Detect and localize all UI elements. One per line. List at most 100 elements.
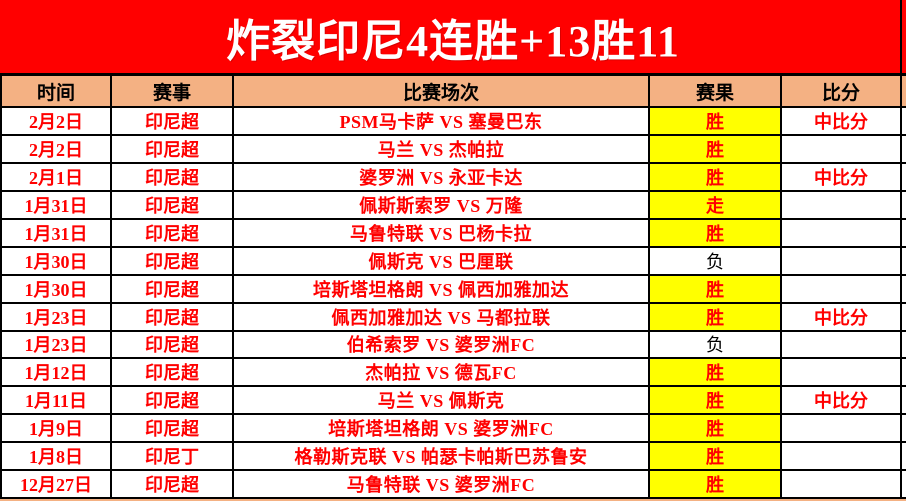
match-cell: 培斯塔坦格朗 VS 佩西加雅加达 bbox=[234, 275, 650, 304]
col-header-league: 赛事 bbox=[112, 76, 234, 108]
result-cell: 胜 bbox=[650, 443, 782, 472]
banner-right-border bbox=[900, 0, 902, 73]
result-cell: 胜 bbox=[650, 163, 782, 192]
row-filler bbox=[902, 359, 906, 388]
banner-title: 炸裂印尼4连胜+13胜11 bbox=[226, 16, 680, 66]
result-cell: 胜 bbox=[650, 135, 782, 164]
score-cell bbox=[782, 359, 902, 388]
date-cell: 1月31日 bbox=[2, 191, 112, 220]
score-cell: 中比分 bbox=[782, 303, 902, 332]
row-filler bbox=[902, 163, 906, 192]
row-filler bbox=[902, 191, 906, 220]
score-cell bbox=[782, 135, 902, 164]
table-row: 2月2日 印尼超 PSM马卡萨 VS 塞曼巴东 胜 中比分 bbox=[0, 108, 906, 136]
match-cell: 马鲁特联 VS 婆罗洲FC bbox=[234, 471, 650, 500]
col-header-time: 时间 bbox=[2, 76, 112, 108]
match-cell: PSM马卡萨 VS 塞曼巴东 bbox=[234, 108, 650, 136]
table-row: 2月2日 印尼超 马兰 VS 杰帕拉 胜 bbox=[0, 135, 906, 164]
table-header-row: 时间 赛事 比赛场次 赛果 比分 bbox=[0, 76, 906, 108]
table-row: 1月12日 印尼超 杰帕拉 VS 德瓦FC 胜 bbox=[0, 359, 906, 388]
league-cell: 印尼超 bbox=[112, 387, 234, 416]
date-cell: 2月2日 bbox=[2, 108, 112, 136]
header-filler bbox=[902, 76, 906, 108]
match-cell: 伯希索罗 VS 婆罗洲FC bbox=[234, 331, 650, 360]
score-cell bbox=[782, 331, 902, 360]
row-filler bbox=[902, 135, 906, 164]
date-cell: 1月12日 bbox=[2, 359, 112, 388]
match-cell: 马鲁特联 VS 巴杨卡拉 bbox=[234, 219, 650, 248]
result-cell: 胜 bbox=[650, 219, 782, 248]
table-row: 1月31日 印尼超 马鲁特联 VS 巴杨卡拉 胜 bbox=[0, 219, 906, 248]
row-filler bbox=[902, 219, 906, 248]
table-row: 12月27日 印尼超 马鲁特联 VS 婆罗洲FC 胜 bbox=[0, 471, 906, 500]
table-row: 1月11日 印尼超 马兰 VS 佩斯克 胜 中比分 bbox=[0, 387, 906, 416]
score-cell bbox=[782, 247, 902, 276]
league-cell: 印尼超 bbox=[112, 331, 234, 360]
row-filler bbox=[902, 387, 906, 416]
banner: 炸裂印尼4连胜+13胜11 bbox=[0, 0, 906, 76]
league-cell: 印尼超 bbox=[112, 359, 234, 388]
score-cell: 中比分 bbox=[782, 163, 902, 192]
match-cell: 格勒斯克联 VS 帕瑟卡帕斯巴苏鲁安 bbox=[234, 443, 650, 472]
league-cell: 印尼超 bbox=[112, 303, 234, 332]
result-cell: 走 bbox=[650, 191, 782, 220]
league-cell: 印尼超 bbox=[112, 275, 234, 304]
score-cell bbox=[782, 191, 902, 220]
date-cell: 1月11日 bbox=[2, 387, 112, 416]
row-filler bbox=[902, 275, 906, 304]
table-row: 1月31日 印尼超 佩斯斯索罗 VS 万隆 走 bbox=[0, 191, 906, 220]
date-cell: 1月31日 bbox=[2, 219, 112, 248]
result-cell: 胜 bbox=[650, 275, 782, 304]
col-header-match: 比赛场次 bbox=[234, 76, 650, 108]
row-filler bbox=[902, 108, 906, 136]
match-cell: 佩斯斯索罗 VS 万隆 bbox=[234, 191, 650, 220]
result-cell: 胜 bbox=[650, 471, 782, 500]
match-cell: 佩斯克 VS 巴厘联 bbox=[234, 247, 650, 276]
result-cell: 胜 bbox=[650, 303, 782, 332]
result-cell: 胜 bbox=[650, 387, 782, 416]
table-row: 1月30日 印尼超 佩斯克 VS 巴厘联 负 bbox=[0, 247, 906, 276]
result-cell: 胜 bbox=[650, 359, 782, 388]
table-row: 1月23日 印尼超 佩西加雅加达 VS 马都拉联 胜 中比分 bbox=[0, 303, 906, 332]
table-row: 1月30日 印尼超 培斯塔坦格朗 VS 佩西加雅加达 胜 bbox=[0, 275, 906, 304]
league-cell: 印尼超 bbox=[112, 108, 234, 136]
table-row: 1月9日 印尼超 培斯塔坦格朗 VS 婆罗洲FC 胜 bbox=[0, 415, 906, 444]
row-filler bbox=[902, 247, 906, 276]
result-cell: 胜 bbox=[650, 108, 782, 136]
league-cell: 印尼超 bbox=[112, 415, 234, 444]
date-cell: 1月30日 bbox=[2, 275, 112, 304]
result-cell: 胜 bbox=[650, 415, 782, 444]
date-cell: 1月9日 bbox=[2, 415, 112, 444]
league-cell: 印尼超 bbox=[112, 219, 234, 248]
league-cell: 印尼超 bbox=[112, 247, 234, 276]
date-cell: 1月30日 bbox=[2, 247, 112, 276]
result-cell: 负 bbox=[650, 247, 782, 276]
results-table: 时间 赛事 比赛场次 赛果 比分 2月2日 印尼超 PSM马卡萨 VS 塞曼巴东… bbox=[0, 76, 906, 500]
score-cell bbox=[782, 415, 902, 444]
score-cell: 中比分 bbox=[782, 108, 902, 136]
date-cell: 12月27日 bbox=[2, 471, 112, 500]
row-filler bbox=[902, 331, 906, 360]
match-cell: 马兰 VS 佩斯克 bbox=[234, 387, 650, 416]
score-cell bbox=[782, 443, 902, 472]
date-cell: 1月8日 bbox=[2, 443, 112, 472]
row-filler bbox=[902, 303, 906, 332]
score-cell bbox=[782, 275, 902, 304]
league-cell: 印尼超 bbox=[112, 471, 234, 500]
col-header-score: 比分 bbox=[782, 76, 902, 108]
date-cell: 1月23日 bbox=[2, 331, 112, 360]
match-cell: 培斯塔坦格朗 VS 婆罗洲FC bbox=[234, 415, 650, 444]
col-header-result: 赛果 bbox=[650, 76, 782, 108]
league-cell: 印尼丁 bbox=[112, 443, 234, 472]
match-cell: 佩西加雅加达 VS 马都拉联 bbox=[234, 303, 650, 332]
date-cell: 1月23日 bbox=[2, 303, 112, 332]
score-cell: 中比分 bbox=[782, 387, 902, 416]
result-cell: 负 bbox=[650, 331, 782, 360]
date-cell: 2月2日 bbox=[2, 135, 112, 164]
league-cell: 印尼超 bbox=[112, 191, 234, 220]
table-row: 1月23日 印尼超 伯希索罗 VS 婆罗洲FC 负 bbox=[0, 331, 906, 360]
match-cell: 马兰 VS 杰帕拉 bbox=[234, 135, 650, 164]
match-cell: 婆罗洲 VS 永亚卡达 bbox=[234, 163, 650, 192]
date-cell: 2月1日 bbox=[2, 163, 112, 192]
